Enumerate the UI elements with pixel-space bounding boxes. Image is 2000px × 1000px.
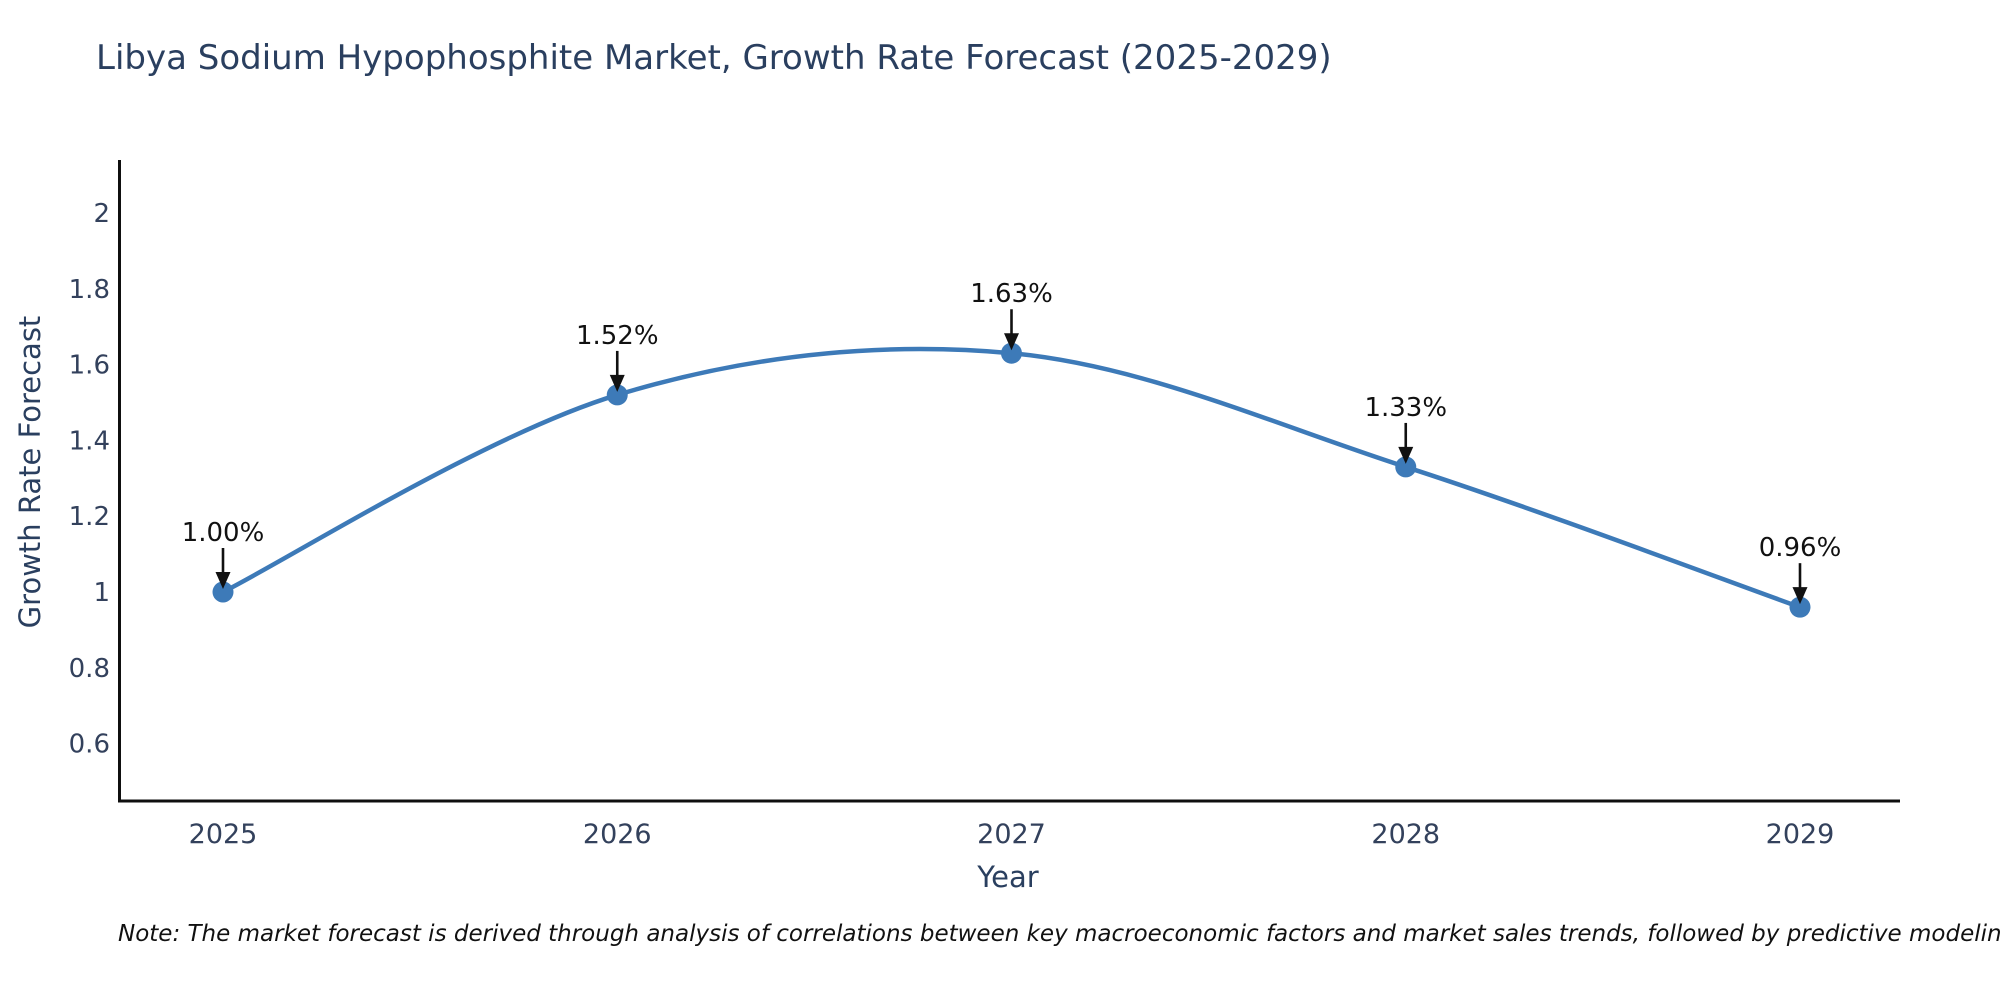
annotation-arrowhead [609, 374, 625, 392]
y-tick-label: 1.4 [69, 426, 110, 456]
x-tick-label: 2029 [1766, 819, 1835, 850]
chart-title: Libya Sodium Hypophosphite Market, Growt… [96, 38, 1332, 78]
data-point-label: 1.00% [182, 518, 265, 548]
x-tick-label: 2026 [583, 819, 652, 850]
annotation-arrowhead [215, 572, 231, 589]
axis-spines [118, 160, 1900, 803]
annotation-arrowhead [1792, 587, 1808, 605]
annotation-arrowhead [1398, 446, 1414, 464]
y-tick-label: 2 [93, 199, 110, 229]
annotation-arrowhead [1004, 333, 1019, 351]
data-point-marker [1001, 342, 1022, 364]
y-tick-label: 1.8 [69, 275, 110, 305]
footnote: Note: The market forecast is derived thr… [118, 921, 2000, 947]
data-point-label: 1.63% [970, 279, 1053, 309]
x-tick-label: 2028 [1371, 819, 1440, 850]
data-point-label: 0.96% [1759, 533, 1842, 563]
forecast-line [220, 346, 1803, 610]
y-tick-label: 1.6 [69, 351, 110, 381]
data-point-marker [606, 384, 628, 406]
data-point-marker [1789, 596, 1811, 618]
y-tick-label: 1.2 [69, 502, 110, 532]
data-point-label: 1.33% [1364, 393, 1447, 423]
x-axis-title: Year [977, 860, 1039, 894]
x-tick-label: 2027 [977, 819, 1046, 850]
y-tick-label: 0.8 [69, 654, 110, 684]
x-tick-label: 2025 [189, 819, 258, 850]
y-tick-label: 1 [93, 578, 110, 608]
data-point-label: 1.52% [576, 321, 659, 351]
y-tick-label: 0.6 [69, 730, 110, 760]
data-point-marker [1395, 456, 1417, 478]
data-point-marker [212, 581, 234, 603]
